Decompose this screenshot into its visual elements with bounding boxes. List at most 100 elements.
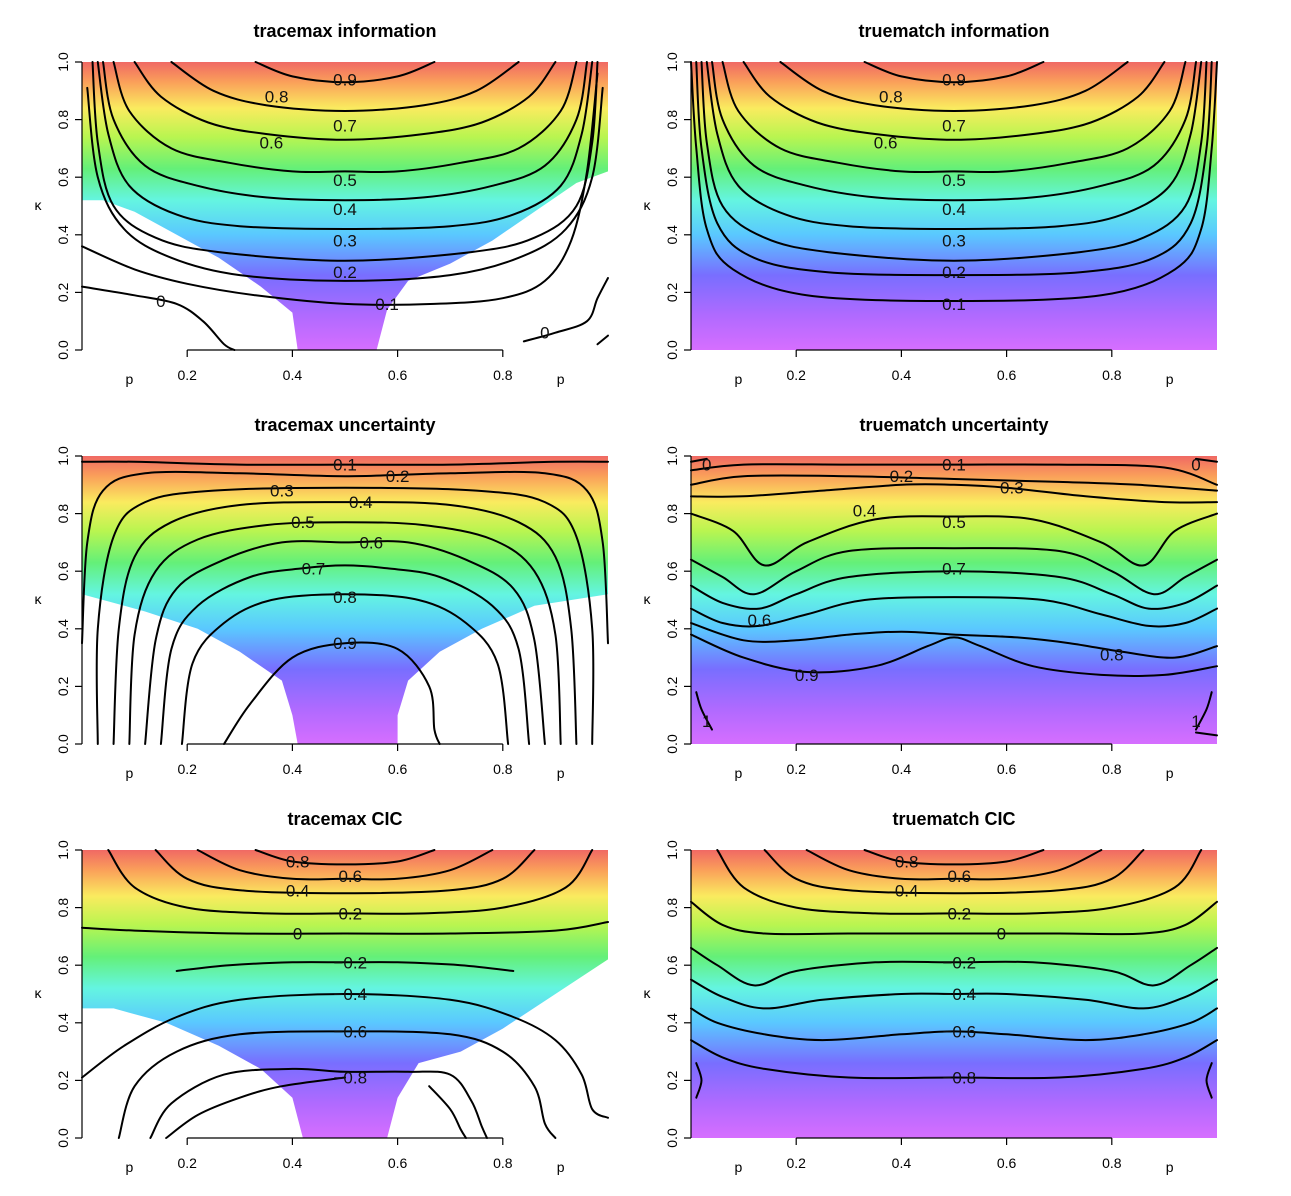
y-tick-label: 0.4 [55, 1013, 71, 1033]
y-tick-label: 0.6 [55, 561, 71, 581]
contour-line [117, 1030, 557, 1139]
contour-label: −0.4 [942, 985, 976, 1004]
contour-line [81, 921, 609, 935]
x-tick-label: 0.6 [997, 761, 1017, 777]
contour-line [863, 849, 1045, 866]
panel-4: 0 0 0.1 0.2 0.3 0.4 0.5 0.6 0.7 0.8 0.9 1 1 truematch… [644, 415, 1218, 781]
contour-label: 0.9 [333, 70, 357, 89]
contour-line [1194, 731, 1218, 737]
contour-line [107, 849, 594, 915]
contour-line [149, 1067, 488, 1139]
contour-label: −0.6 [333, 1022, 367, 1041]
contour-label: 0.4 [895, 881, 919, 900]
x-tick-label: 0.8 [493, 761, 513, 777]
contour-label: 0.9 [942, 70, 966, 89]
contour-label: 0.1 [375, 295, 399, 314]
x-tick-label: 0.4 [892, 367, 912, 383]
x-axis-label: p [1166, 371, 1174, 387]
contour-line [96, 61, 594, 230]
contour-label: 0.4 [349, 493, 373, 512]
contour-line [170, 61, 520, 112]
contour-label: 0.8 [1100, 646, 1124, 665]
contour-label: 0 [1191, 456, 1200, 475]
y-tick-label: 1.0 [664, 840, 680, 860]
x-tick-label: 0.2 [786, 1155, 806, 1171]
contour-line [805, 849, 1103, 881]
contour-line [1205, 1062, 1213, 1099]
contour-label: 0.8 [265, 88, 289, 107]
contour-line [1194, 691, 1213, 731]
contour-line [86, 86, 604, 282]
contour-label: 0.5 [942, 513, 966, 532]
x-axis-label: p [1166, 765, 1174, 781]
contour-line [690, 978, 1218, 1010]
contour-label: 0.4 [333, 200, 357, 219]
heatmap-field [82, 456, 608, 744]
contour-line [196, 849, 494, 881]
contour-line [112, 501, 578, 745]
contour-line [690, 474, 1218, 492]
contour-label: 0.5 [333, 171, 357, 190]
contour-label: 0.4 [942, 200, 966, 219]
contour-label: 0.6 [748, 611, 772, 630]
heatmap-field [82, 62, 608, 350]
panel-title: truematch CIC [892, 809, 1015, 829]
contour-line [159, 564, 531, 745]
contour-label: 0.6 [359, 533, 383, 552]
y-tick-label: 1.0 [55, 840, 71, 860]
x-tick-label: 0.6 [388, 367, 408, 383]
contour-label: 0.5 [942, 171, 966, 190]
contour-line [779, 61, 1129, 112]
contour-line [223, 641, 441, 745]
contour-label: 0.4 [853, 502, 877, 521]
x-tick-label: 0.8 [1102, 367, 1122, 383]
contour-line [690, 900, 1218, 936]
contour-label: 0 [997, 925, 1006, 944]
contour-line [690, 1007, 1218, 1042]
contour-label: 0.3 [942, 232, 966, 251]
y-tick-label: 0.0 [55, 734, 71, 754]
y-tick-label: 0.2 [664, 1070, 680, 1090]
contour-line [695, 1062, 703, 1099]
contour-line [690, 61, 1218, 302]
x-axis-label: p [557, 1159, 565, 1175]
y-tick-label: 0.6 [664, 561, 680, 581]
x-tick-label: 0.2 [786, 761, 806, 777]
contour-label: 0.6 [874, 134, 898, 153]
x-tick-label: 0.2 [786, 367, 806, 383]
y-axis-label: κ [644, 591, 652, 607]
contour-label: 0.1 [942, 295, 966, 314]
y-tick-label: 0.2 [664, 676, 680, 696]
y-tick-label: 0.2 [55, 676, 71, 696]
y-tick-label: 0.0 [664, 734, 680, 754]
contour-line [133, 61, 557, 141]
contour-line [81, 993, 609, 1119]
y-tick-label: 0.6 [664, 167, 680, 187]
contour-label: 0.4 [286, 881, 310, 900]
contour-label: 0.5 [291, 513, 315, 532]
contour-line [763, 849, 1145, 895]
x-tick-label: 0.4 [283, 1155, 303, 1171]
x-axis-label: p [734, 765, 742, 781]
contour-line [863, 61, 1045, 84]
x-axis-label: p [125, 371, 133, 387]
y-tick-label: 0.0 [664, 340, 680, 360]
panel-5: 0.8 0.6 0.4 0.2 0 −0.2 −0.4 −0.6 −0.8 tracemax CI… [35, 809, 609, 1175]
y-tick-label: 0.6 [55, 955, 71, 975]
x-tick-label: 0.4 [892, 761, 912, 777]
x-tick-label: 0.2 [177, 1155, 197, 1171]
y-tick-label: 0.2 [55, 1070, 71, 1090]
contour-line [711, 61, 1197, 202]
y-tick-label: 0.4 [55, 225, 71, 245]
contour-line [112, 61, 578, 174]
contour-label: 0.3 [333, 232, 357, 251]
x-tick-label: 0.8 [493, 1155, 513, 1171]
contour-label: 0.3 [270, 482, 294, 501]
x-axis-label: p [125, 1159, 133, 1175]
panel-6: 0.8 0.6 0.4 0.2 0 −0.2 −0.4 −0.6 −0.8 truematch C… [644, 809, 1218, 1175]
contour-line [690, 622, 1218, 659]
y-axis-label: κ [644, 985, 652, 1001]
contour-line [91, 61, 599, 262]
